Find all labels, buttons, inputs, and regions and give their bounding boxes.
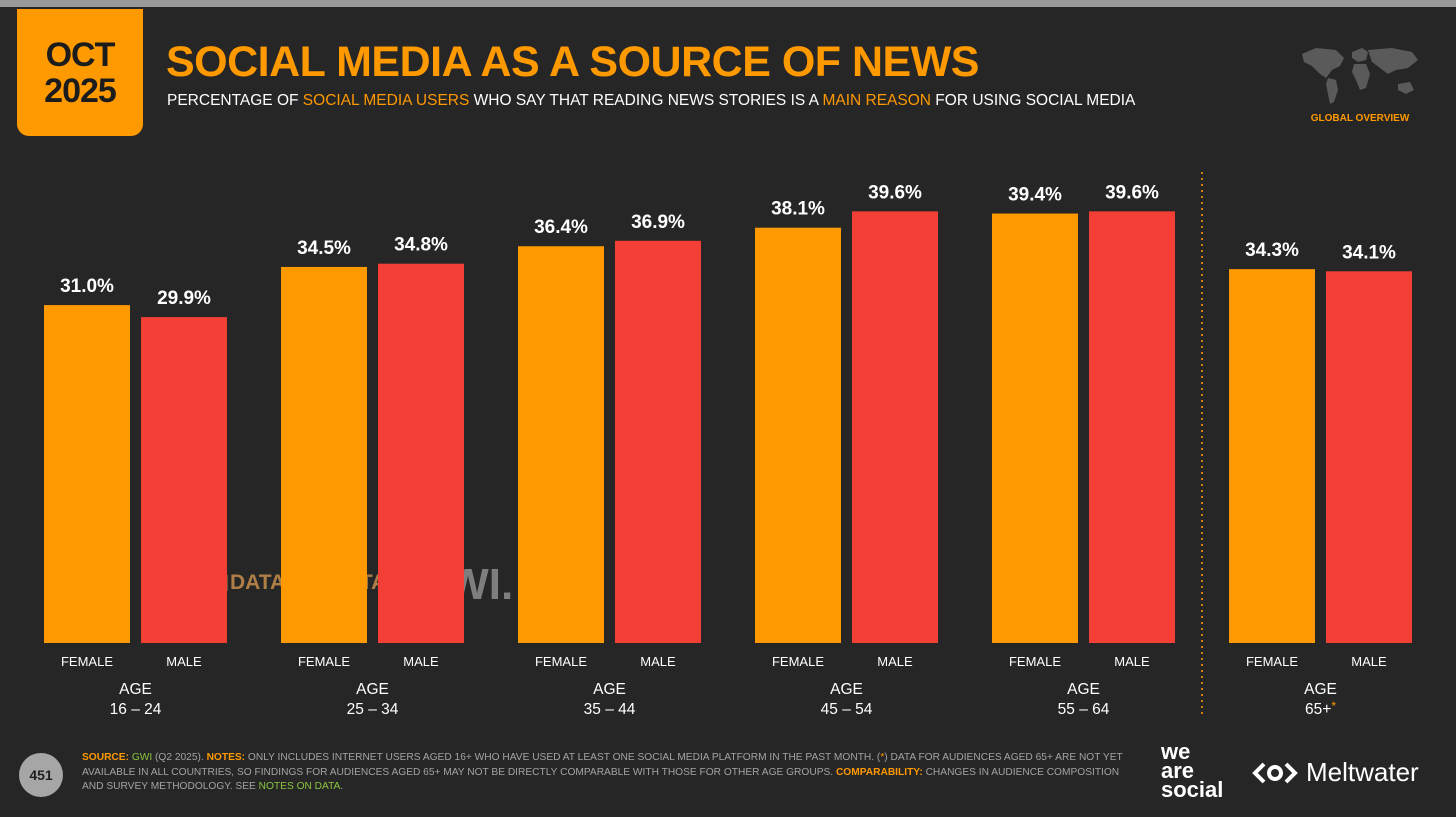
notes-on-data-link[interactable]: NOTES ON DATA	[258, 781, 341, 793]
group-label-top: AGE	[593, 681, 626, 698]
data-label: 36.4%	[534, 217, 588, 238]
group-label-bottom: 16 – 24	[110, 701, 162, 718]
source-label: SOURCE:	[82, 752, 129, 763]
group-label-bottom: 35 – 44	[584, 701, 636, 718]
bar-male	[378, 263, 464, 643]
bar-category-label: MALE	[877, 654, 913, 669]
subtitle-part: FOR USING SOCIAL MEDIA	[930, 92, 1136, 109]
group-label-top: AGE	[119, 681, 152, 698]
asterisk-marker: *	[1331, 699, 1336, 713]
world-map-icon	[1302, 48, 1418, 104]
group-label-top: AGE	[1304, 681, 1337, 698]
group-label-bottom: 45 – 54	[821, 701, 873, 718]
footer-notes: SOURCE: GWI (Q2 2025). NOTES: ONLY INCLU…	[82, 751, 1132, 795]
meltwater-logo: Meltwater	[1252, 757, 1419, 788]
bar-category-label: FEMALE	[1246, 654, 1298, 669]
bar-category-label: FEMALE	[298, 654, 350, 669]
data-label: 34.5%	[297, 238, 351, 259]
bar-category-label: FEMALE	[535, 654, 587, 669]
data-label: 36.9%	[631, 212, 685, 233]
group-label-bottom: 65+*	[1305, 699, 1336, 718]
page-subtitle: PERCENTAGE OF SOCIAL MEDIA USERS WHO SAY…	[167, 92, 1135, 110]
bar-female	[992, 213, 1078, 644]
bar-category-label: FEMALE	[1009, 654, 1061, 669]
data-label: 34.3%	[1245, 240, 1299, 261]
bar-male	[852, 211, 938, 644]
data-label: 39.6%	[868, 182, 922, 203]
date-badge: OCT 2025	[17, 9, 143, 136]
source-text: (Q2 2025).	[152, 752, 207, 763]
comparability-text: CHANGES IN AUDIENCE COMPOSITION AND SURV…	[82, 766, 1120, 793]
brand-are: are	[1161, 758, 1195, 783]
bar-category-label: MALE	[1114, 654, 1150, 669]
bar-category-label: MALE	[403, 654, 439, 669]
group-range: 55 – 64	[1058, 701, 1110, 718]
bar-male	[1089, 211, 1175, 644]
bar-male	[615, 240, 701, 644]
group-range: 45 – 54	[821, 701, 873, 718]
date-month: OCT	[45, 35, 116, 74]
group-label-bottom: 25 – 34	[347, 701, 399, 718]
bar-male	[1326, 271, 1412, 643]
notes-star: *	[880, 752, 885, 763]
bar-category-label: MALE	[640, 654, 676, 669]
data-label: 34.8%	[394, 235, 448, 256]
group-range: 25 – 34	[347, 701, 399, 718]
group-range: 16 – 24	[110, 701, 162, 718]
bar-male	[141, 317, 227, 643]
bar-female	[518, 246, 604, 644]
meltwater-icon	[1252, 762, 1298, 783]
data-label: 38.1%	[771, 199, 825, 220]
data-label: 31.0%	[60, 276, 114, 297]
bar-female	[281, 266, 367, 643]
top-bar	[0, 0, 1456, 7]
group-range: 65+	[1305, 701, 1331, 718]
data-label: 39.4%	[1008, 185, 1062, 206]
page-number: 451	[19, 753, 63, 797]
page-title: SOCIAL MEDIA AS A SOURCE OF NEWS	[166, 38, 980, 86]
bar-female	[755, 227, 841, 643]
brand-we: we	[1161, 739, 1191, 764]
subtitle-part: WHO SAY THAT READING NEWS STORIES IS A	[469, 92, 823, 109]
subtitle-part: SOCIAL MEDIA USERS	[302, 92, 470, 109]
meltwater-name: Meltwater	[1306, 757, 1419, 787]
subtitle-part: MAIN REASON	[822, 92, 931, 109]
global-overview-badge: GLOBAL OVERVIEW	[1310, 113, 1410, 124]
notes-label: NOTES:	[206, 752, 246, 763]
notes-text-2: ) DATA FOR AUDIENCES AGED 65+ ARE NOT YE…	[82, 752, 1123, 778]
date-year: 2025	[44, 71, 117, 110]
subtitle-part: PERCENTAGE OF	[167, 92, 303, 109]
bar-category-label: FEMALE	[772, 654, 824, 669]
data-label: 29.9%	[157, 288, 211, 309]
group-label-top: AGE	[830, 681, 863, 698]
bar-female	[44, 305, 130, 643]
bar-category-label: FEMALE	[61, 654, 113, 669]
data-label: 39.6%	[1105, 182, 1159, 203]
footer-end: .	[340, 781, 344, 793]
group-label-top: AGE	[1067, 681, 1100, 698]
we-are-social-logo: we are social	[1161, 739, 1224, 802]
bar-category-label: MALE	[166, 654, 202, 669]
group-label-bottom: 55 – 64	[1058, 701, 1110, 718]
data-label: 34.1%	[1342, 242, 1396, 263]
group-range: 35 – 44	[584, 701, 636, 718]
source-link[interactable]: GWI	[131, 752, 153, 763]
bar-female	[1229, 269, 1315, 643]
bar-category-label: MALE	[1351, 654, 1387, 669]
notes-text-1: ONLY INCLUDES INTERNET USERS AGED 16+ WH…	[245, 752, 881, 763]
brand-social: social	[1161, 777, 1224, 802]
group-label-top: AGE	[356, 681, 389, 698]
comparability-label: COMPARABILITY:	[835, 766, 923, 778]
